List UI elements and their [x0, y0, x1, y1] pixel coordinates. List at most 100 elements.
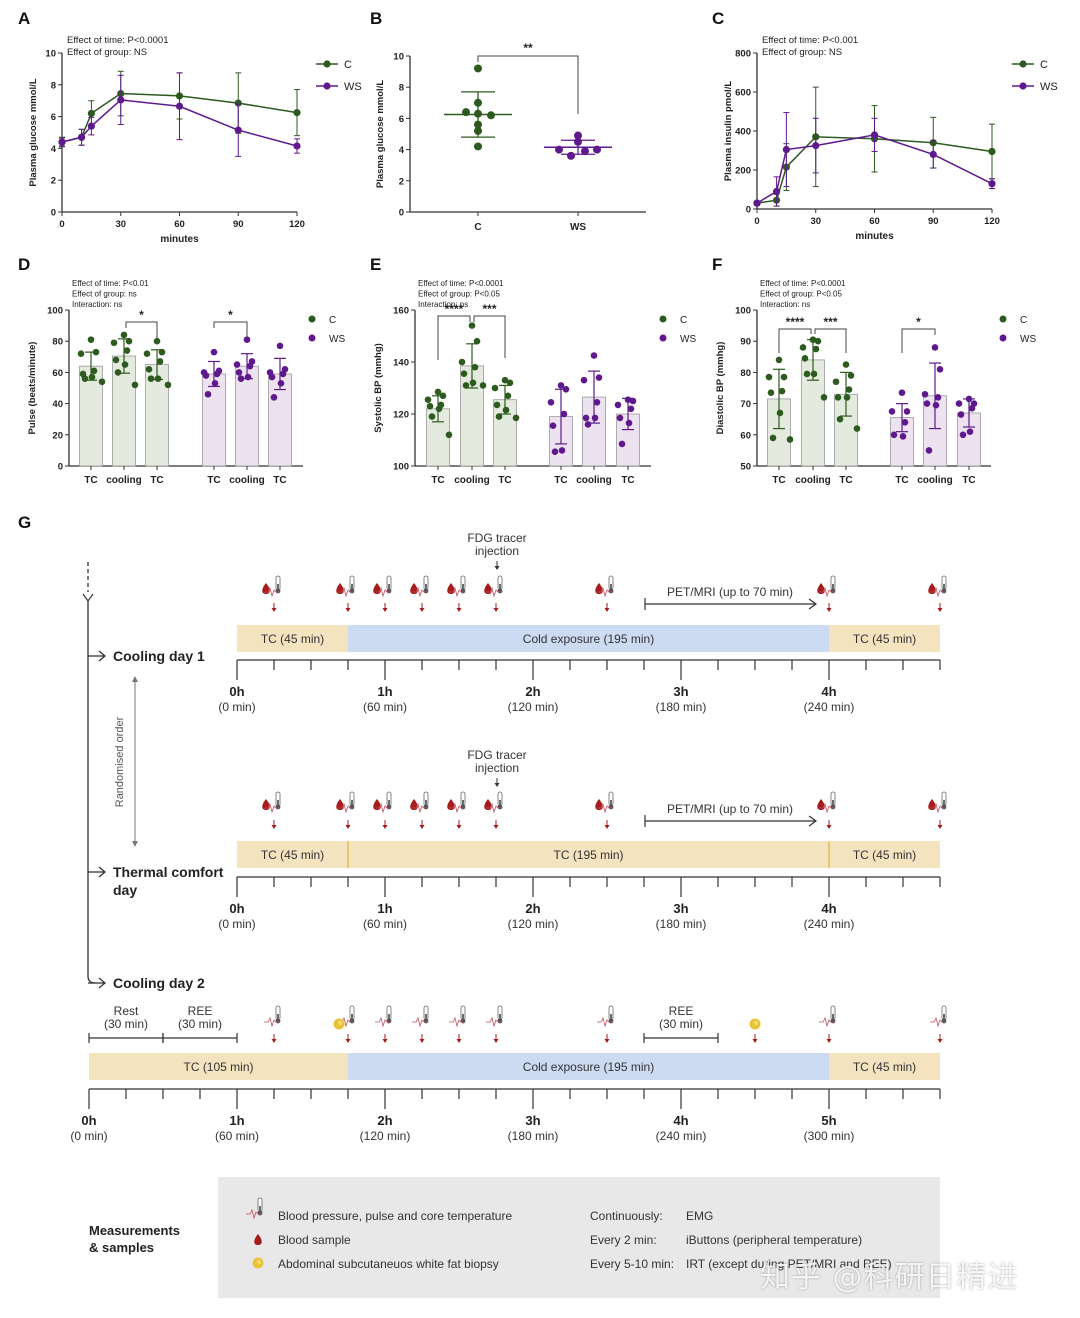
- y-tick-label: 2: [399, 176, 404, 187]
- thermometer-bulb: [386, 804, 392, 810]
- x-tick-label: cooling: [795, 475, 831, 486]
- thermometer-bulb: [423, 804, 429, 810]
- thermometer-bulb: [349, 804, 355, 810]
- x-tick-label: TC: [498, 475, 511, 486]
- data-point-WS: [901, 419, 909, 426]
- stats-annotation: Effect of group: NS: [67, 47, 147, 58]
- phase-band-tc: [829, 1053, 940, 1080]
- thermometer-bulb: [830, 588, 836, 594]
- data-point-C: [809, 336, 817, 343]
- vitals-thermometer-icon: [930, 791, 947, 814]
- y-axis-label: Plasma glucose mmol/L: [375, 80, 386, 188]
- x-tick-label: 90: [928, 216, 939, 227]
- data-point-C: [506, 379, 514, 387]
- thermometer-bulb: [423, 588, 429, 594]
- y-axis-label: Diastolic BP (mmhg): [715, 342, 726, 435]
- phase-band-tc: [829, 625, 940, 652]
- data-point-WS: [243, 336, 251, 343]
- data-point-C: [786, 436, 794, 443]
- day-title: Thermal comfort: [113, 864, 224, 880]
- data-point-C: [120, 331, 128, 339]
- phase-label: TC (45 min): [853, 632, 916, 646]
- arrow-down-icon: [132, 841, 138, 847]
- data-point-C: [458, 358, 466, 366]
- fdg-label: injection: [475, 544, 519, 558]
- data-point-WS: [929, 150, 937, 158]
- data-point-WS: [966, 428, 974, 435]
- x-tick-label: cooling: [454, 475, 490, 486]
- down-arrow-head: [604, 1039, 610, 1043]
- down-arrow-head: [493, 608, 499, 612]
- fat-biopsy-highlight: [338, 1021, 342, 1025]
- blood-drop-icon: [484, 583, 492, 594]
- x-tick-label: cooling: [917, 475, 953, 486]
- minute-label: (0 min): [70, 1129, 107, 1143]
- y-tick-label: 0: [746, 205, 751, 216]
- data-point-C: [810, 370, 818, 378]
- data-point-C: [154, 375, 162, 382]
- heartbeat-icon: [412, 802, 428, 814]
- down-arrow-head: [382, 608, 388, 612]
- down-arrow-head: [937, 1039, 943, 1043]
- data-point-WS: [582, 414, 590, 422]
- y-tick-label: 70: [740, 399, 751, 410]
- thermometer-bulb: [460, 1018, 466, 1024]
- minute-label: (0 min): [218, 700, 255, 714]
- stats-annotation: Effect of group: ns: [72, 290, 137, 299]
- data-point-C: [77, 350, 85, 357]
- y-axis-label: Plasma insulin pmol/L: [723, 81, 734, 181]
- stats-annotation: Effect of group: NS: [762, 47, 842, 58]
- panel-label-E: E: [370, 255, 381, 274]
- x-tick-label: 60: [869, 216, 880, 227]
- phase-label: TC (45 min): [853, 848, 916, 862]
- heartbeat-icon: [338, 586, 354, 598]
- heartbeat-icon: [597, 1016, 613, 1028]
- data-point-C: [123, 347, 131, 354]
- data-point-WS: [921, 390, 929, 398]
- heartbeat-icon: [819, 802, 835, 814]
- data-point-WS: [246, 362, 254, 370]
- data-point-C: [131, 381, 139, 389]
- schedule-when: Every 2 min:: [590, 1233, 657, 1247]
- data-point-C: [842, 361, 850, 368]
- legend-label: WS: [680, 334, 696, 345]
- fat-biopsy-highlight: [754, 1021, 758, 1025]
- data-point-WS: [581, 147, 589, 156]
- heartbeat-icon: [375, 1016, 391, 1028]
- schedule-when: Continuously:: [590, 1209, 663, 1223]
- y-tick-label: 40: [52, 399, 63, 410]
- data-point-WS: [584, 421, 592, 428]
- y-tick-label: 8: [399, 83, 404, 94]
- data-point-WS: [234, 126, 242, 134]
- data-point-WS: [567, 151, 575, 160]
- data-point-WS: [277, 380, 285, 387]
- x-tick-label: TC: [772, 475, 785, 486]
- blood-drop-icon: [928, 583, 936, 594]
- heartbeat-icon: [264, 586, 280, 598]
- data-point-WS: [936, 365, 944, 373]
- ree-label: (30 min): [178, 1017, 222, 1031]
- blood-drop-icon: [817, 583, 825, 594]
- day-title: Cooling day 1: [113, 648, 205, 664]
- significance-bracket: [778, 328, 812, 353]
- blood-drop-icon: [254, 1234, 262, 1245]
- stats-annotation: Effect of time: P<0.001: [762, 35, 858, 46]
- x-tick-label: TC: [431, 475, 444, 486]
- data-point-C: [462, 382, 470, 389]
- down-arrow-head: [456, 1039, 462, 1043]
- y-tick-label: 2: [51, 176, 56, 187]
- minute-label: (240 min): [804, 917, 855, 931]
- chart-F: 50 60 70 80 90 100 Diastolic BP (mmhg) Effect o…: [715, 279, 1036, 486]
- pet-mri-label: PET/MRI (up to 70 min): [667, 585, 793, 599]
- data-point-C: [234, 99, 242, 107]
- data-point-C: [428, 413, 436, 420]
- data-point-C: [501, 376, 509, 384]
- significance-label: ****: [445, 302, 464, 316]
- minute-label: (180 min): [656, 700, 707, 714]
- legend-marker-C: [308, 315, 316, 323]
- phase-label: Cold exposure (195 min): [523, 1060, 654, 1074]
- legend-label: C: [344, 59, 352, 71]
- x-tick-label: TC: [554, 475, 567, 486]
- y-tick-label: 0: [58, 462, 63, 473]
- legend-marker-WS: [1019, 82, 1027, 90]
